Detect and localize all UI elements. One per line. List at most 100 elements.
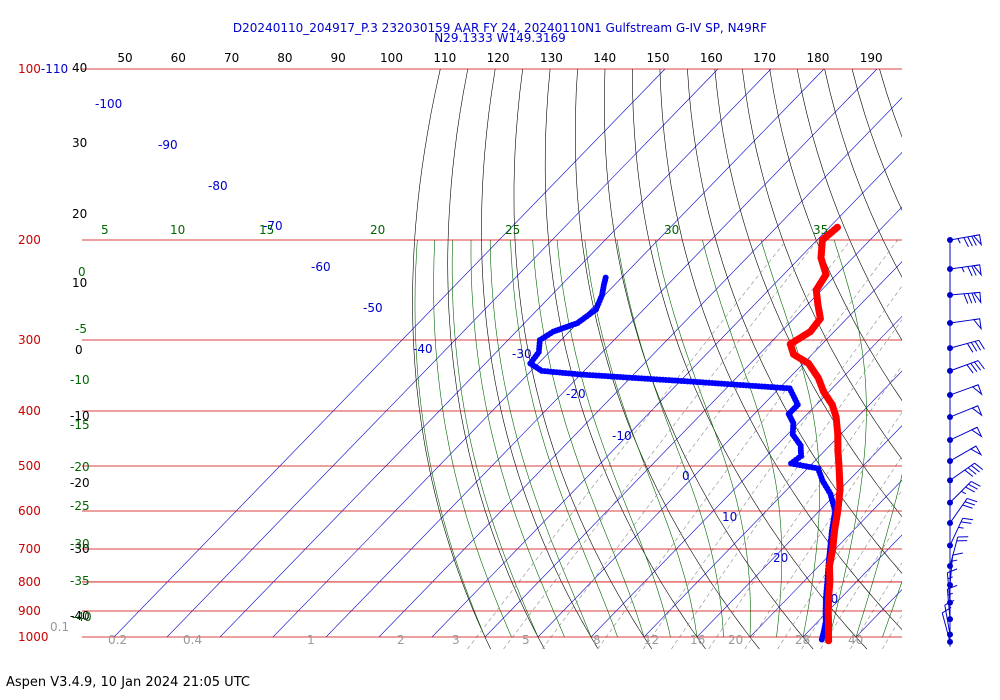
pressure-label: 300 xyxy=(18,333,41,347)
wind-barb-flag xyxy=(944,599,955,606)
wind-barb-flag xyxy=(967,293,973,304)
wind-barb-flag xyxy=(963,293,969,304)
wind-barb-flag xyxy=(970,465,980,473)
top-scale-label: 170 xyxy=(753,51,776,65)
moist-adiabat-label: 20 xyxy=(370,223,385,237)
dewpoint-point xyxy=(602,274,609,281)
top-scale-label: 100 xyxy=(380,51,403,65)
moist-adiabat-label: 15 xyxy=(259,223,274,237)
wind-barb-flag xyxy=(974,361,982,371)
wind-barb-shaft xyxy=(949,518,964,546)
isotherm-label: -50 xyxy=(363,301,383,315)
top-scale-label: 120 xyxy=(487,51,510,65)
moist-adiabat-line xyxy=(760,239,820,638)
moist-adiabat-line xyxy=(489,239,592,638)
wind-barb-shaft xyxy=(949,498,968,524)
wind-barb-flag xyxy=(960,521,972,524)
isotherm-label: 20 xyxy=(773,551,788,565)
wind-barb-flag xyxy=(947,568,958,574)
dry-adiabat-label: 30 xyxy=(72,136,87,150)
dry-adiabat-line xyxy=(604,68,814,650)
top-scale-label: 160 xyxy=(700,51,723,65)
isotherm-line xyxy=(219,68,772,638)
wind-barb-half-flag xyxy=(958,526,964,529)
dry-adiabat-label: 20 xyxy=(72,207,87,221)
mixing-ratio-label: 8 xyxy=(593,633,601,647)
moist-adiabat-label: -40 xyxy=(72,610,92,624)
wind-barb-pennant xyxy=(969,445,983,457)
wind-barb-shaft xyxy=(949,481,972,503)
wind-barb-flag xyxy=(964,501,975,506)
wind-barb-half-flag xyxy=(951,559,958,562)
dry-adiabat-line xyxy=(574,68,760,650)
mixing-ratio-line xyxy=(777,455,902,650)
dry-adiabat-line xyxy=(824,68,902,278)
wind-barb-flag xyxy=(967,497,978,503)
dry-adiabat-label: -10 xyxy=(70,409,90,423)
mixing-ratio-label: 2 xyxy=(397,633,405,647)
isotherm-label: -20 xyxy=(566,387,586,401)
moist-adiabat-label: 0 xyxy=(78,265,86,279)
dry-adiabat-line xyxy=(989,69,1000,649)
isotherm-label: -10 xyxy=(612,429,632,443)
isotherm-line xyxy=(325,68,878,638)
isotherm-label: 10 xyxy=(722,510,737,524)
background-grid xyxy=(113,68,1000,650)
isotherm-label: -80 xyxy=(208,179,228,193)
pressure-label: 500 xyxy=(18,459,41,473)
isotherm-line xyxy=(113,68,666,638)
moist-adiabat-label: 5 xyxy=(101,223,109,237)
wind-barb-pennant xyxy=(971,384,983,396)
top-scale-label: 130 xyxy=(540,51,563,65)
mixing-ratio-line xyxy=(708,365,902,650)
dry-adiabat-line xyxy=(447,68,545,650)
isotherm-line xyxy=(590,315,902,638)
dry-adiabat-line xyxy=(687,68,902,574)
isotherm-label: -90 xyxy=(158,138,178,152)
dry-adiabat-label: -30 xyxy=(70,542,90,556)
isotherm-line xyxy=(802,534,902,638)
isobar-lines xyxy=(82,68,902,638)
top-scale-label: 70 xyxy=(224,51,239,65)
isotherm-line xyxy=(378,97,902,638)
mixing-ratio-label: 20 xyxy=(728,633,743,647)
sounding-profiles xyxy=(527,223,844,645)
isotherm-line xyxy=(749,479,902,638)
top-scale-label: 80 xyxy=(277,51,292,65)
mixing-ratio-line xyxy=(642,285,902,650)
mixing-ratio-line xyxy=(541,239,851,650)
top-scale-label: 190 xyxy=(860,51,883,65)
top-scale-label: 50 xyxy=(117,51,132,65)
isotherm-line xyxy=(962,69,1000,637)
dry-adiabat-line xyxy=(481,68,599,650)
dry-adiabat-line xyxy=(962,69,1000,649)
wind-barb-flag xyxy=(964,469,974,477)
dry-adiabat-line xyxy=(544,68,706,650)
pressure-label: 1000 xyxy=(18,630,49,644)
moist-adiabat-line xyxy=(451,239,539,638)
wind-barb-flag xyxy=(965,486,975,493)
wind-barb-shaft xyxy=(949,536,959,567)
isotherm-line xyxy=(537,261,902,638)
isotherm-line xyxy=(696,425,902,638)
dry-adiabat-line xyxy=(412,68,491,650)
moist-adiabat-line xyxy=(655,239,751,637)
moist-adiabat-label: -30 xyxy=(70,537,90,551)
wind-barb-flag xyxy=(967,236,973,247)
wind-barb-half-flag xyxy=(961,490,967,495)
moist-adiabat-line xyxy=(702,239,782,638)
pressure-label: 400 xyxy=(18,404,41,418)
wind-barb-flag xyxy=(941,606,952,614)
chart-title-line1: D20240110_204917_P.3 232030159 AAR FY 24… xyxy=(233,21,767,35)
isotherm-line xyxy=(909,69,1000,637)
dry-adiabat-line xyxy=(907,69,1000,649)
dry-adiabat-line xyxy=(879,68,902,138)
mixing-ratio-line xyxy=(849,562,902,650)
dry-adiabat-label: 10 xyxy=(72,276,87,290)
moist-adiabat-label: 35 xyxy=(813,223,828,237)
moist-adiabat-label: -35 xyxy=(70,574,90,588)
wind-barb-half-flag xyxy=(947,592,953,596)
wind-barb-shaft xyxy=(949,360,979,372)
wind-barb-flag xyxy=(963,237,969,248)
